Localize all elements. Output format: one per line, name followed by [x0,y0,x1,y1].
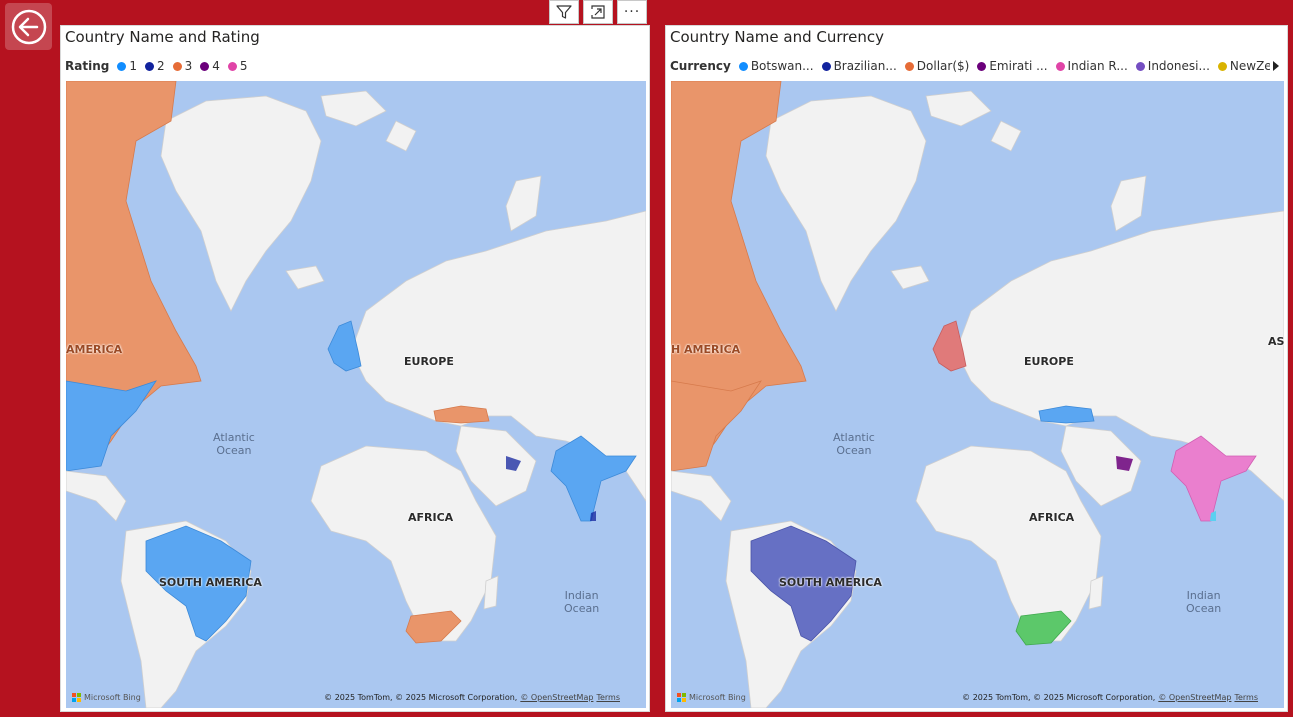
map-label-indian: Indian Ocean [564,589,600,615]
visual-title: Country Name and Rating [65,28,260,46]
map-label-south-america: SOUTH AMERICA [779,576,882,589]
map-label-north-america: AMERICA [66,343,123,356]
legend-dot [227,61,237,71]
legend-dot [738,61,748,71]
south-africa-shape [405,610,462,644]
legend-item[interactable]: 1 [117,59,137,73]
legend-item[interactable]: Indian R... [1055,59,1128,73]
map-label-africa: AFRICA [1029,511,1075,524]
terms-link[interactable]: Terms [596,693,620,702]
greenland-shape [160,95,322,312]
legend-item[interactable]: Botswan... [738,59,814,73]
legend-dot [1135,61,1145,71]
openstreetmap-link[interactable]: © OpenStreetMap [520,693,594,702]
more-options-button[interactable]: ··· [617,0,647,24]
legend-item[interactable]: 2 [144,59,165,73]
legend-item[interactable]: Emirati ... [977,59,1048,73]
legend-dot [200,61,210,71]
map-label-europe: EUROPE [404,355,454,368]
map-attribution: © 2025 TomTom, © 2025 Microsoft Corporat… [962,693,1258,702]
legend-item[interactable]: Dollar($) [904,59,969,73]
visual-title: Country Name and Currency [670,28,884,46]
legend-title: Currency [670,59,731,73]
map-canvas[interactable]: H AMERICA EUROPE AS AFRICA SOUTH AMERICA… [671,81,1284,708]
more-options-icon: ··· [623,4,641,20]
map-label-europe: EUROPE [1024,355,1074,368]
legend: Rating 1 2 3 4 5 [65,58,256,74]
arrow-left-circle-icon [11,9,46,44]
map-label-north-america: H AMERICA [671,343,741,356]
map-svg [671,81,1284,708]
legend-item[interactable]: 5 [227,59,248,73]
legend-item[interactable]: Indonesi... [1135,59,1210,73]
microsoft-logo-icon [677,693,686,702]
turkey-shape [433,405,490,424]
openstreetmap-link[interactable]: © OpenStreetMap [1158,693,1232,702]
bing-logo: Microsoft Bing [72,693,141,702]
back-button[interactable] [5,3,52,50]
microsoft-logo-icon [72,693,81,702]
rating-map-visual[interactable]: Country Name and Rating Rating 1 2 3 4 5 [60,25,650,712]
legend: Currency Botswan... Brazilian... Dollar(… [670,58,1270,74]
legend-item[interactable]: 3 [172,59,192,73]
legend-dot [117,61,127,71]
legend-next-icon[interactable] [1273,61,1279,71]
legend-dot [1055,61,1065,71]
legend-dot [904,61,914,71]
terms-link[interactable]: Terms [1234,693,1258,702]
legend-item[interactable]: NewZea... [1217,59,1270,73]
legend-dot [821,61,831,71]
map-label-atlantic: Atlantic Ocean [833,431,875,457]
map-label-asia: AS [1268,335,1284,348]
legend-dot [1217,61,1227,71]
filter-button[interactable] [549,0,579,24]
focus-mode-icon [591,5,605,19]
legend-title: Rating [65,59,110,73]
map-attribution: © 2025 TomTom, © 2025 Microsoft Corporat… [324,693,620,702]
filter-icon [556,5,572,19]
africa-shape [310,445,497,642]
currency-map-visual[interactable]: Country Name and Currency Currency Botsw… [665,25,1288,712]
legend-dot [144,61,154,71]
map-label-south-america: SOUTH AMERICA [159,576,262,589]
legend-dot [172,61,182,71]
focus-mode-button[interactable] [583,0,613,24]
map-label-indian: Indian Ocean [1186,589,1222,615]
legend-item[interactable]: Brazilian... [821,59,897,73]
bing-logo: Microsoft Bing [677,693,746,702]
map-label-africa: AFRICA [408,511,454,524]
legend-dot [977,61,987,71]
legend-item[interactable]: 4 [200,59,220,73]
map-label-atlantic: Atlantic Ocean [213,431,255,457]
brazil-shape [145,525,252,642]
visual-header-toolbar: ··· [549,0,647,24]
india-shape [550,435,637,522]
eurasia-shape [350,210,646,502]
map-canvas[interactable]: AMERICA EUROPE AFRICA SOUTH AMERICA Atla… [66,81,646,708]
map-svg [66,81,646,708]
uk-shape [327,320,362,372]
